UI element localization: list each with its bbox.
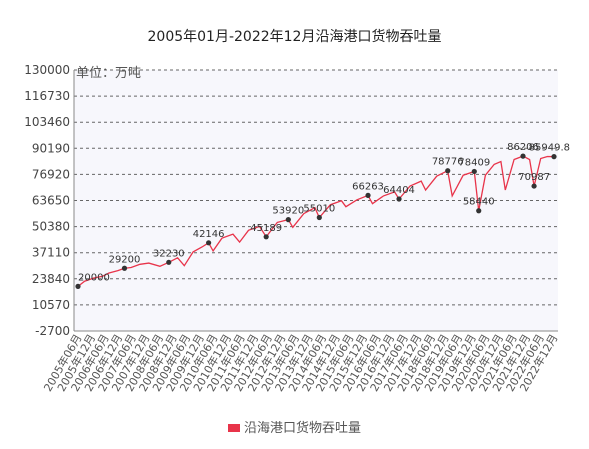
data-label: 32230 [153,248,185,259]
data-label: 78409 [458,157,490,168]
y-tick-label: 130000 [24,63,70,77]
y-tick-label: 90190 [32,141,70,155]
data-point [396,196,402,202]
data-point [365,192,371,198]
data-label: 86206 [507,142,539,153]
y-tick-label: -2700 [35,324,70,338]
chart-title: 2005年01月-2022年12月沿海港口货物吞吐量 [147,29,442,45]
y-tick-label: 76920 [32,167,70,181]
data-label: 85949.8 [529,143,570,154]
data-label: 55010 [303,203,335,214]
data-point [476,208,482,214]
data-label: 66263 [352,181,384,192]
unit-label: 单位：万吨 [76,66,142,81]
legend-label: 沿海港口货物吞吐量 [243,421,361,436]
data-point [551,154,557,160]
data-point [531,183,537,189]
data-point [520,153,526,159]
data-label: 42146 [193,229,225,240]
data-label: 70987 [518,172,550,183]
legend-swatch [227,423,240,432]
data-label: 78776 [432,157,464,168]
y-tick-label: 37110 [32,246,70,260]
data-point [471,168,477,175]
y-tick-label: 103460 [24,115,70,129]
data-point [75,283,81,289]
data-point [445,168,451,174]
data-point [166,259,172,265]
y-tick-label: 50380 [32,220,70,234]
data-point [206,240,212,246]
y-tick-label: 116730 [24,89,70,103]
data-point [316,214,322,221]
data-label: 58440 [463,197,495,208]
data-label: 45189 [250,223,282,234]
y-tick-label: 63650 [32,194,70,208]
data-point [121,265,128,271]
data-label: 64404 [383,185,415,196]
y-tick-label: 23840 [32,272,70,286]
y-tick-label: 10570 [32,298,70,312]
data-label: 29200 [109,254,141,265]
legend[interactable]: 沿海港口货物吞吐量 [0,417,589,436]
data-label: 53920 [272,206,304,217]
data-point [263,234,269,240]
data-point [285,217,291,223]
data-label: 20000 [78,272,110,283]
